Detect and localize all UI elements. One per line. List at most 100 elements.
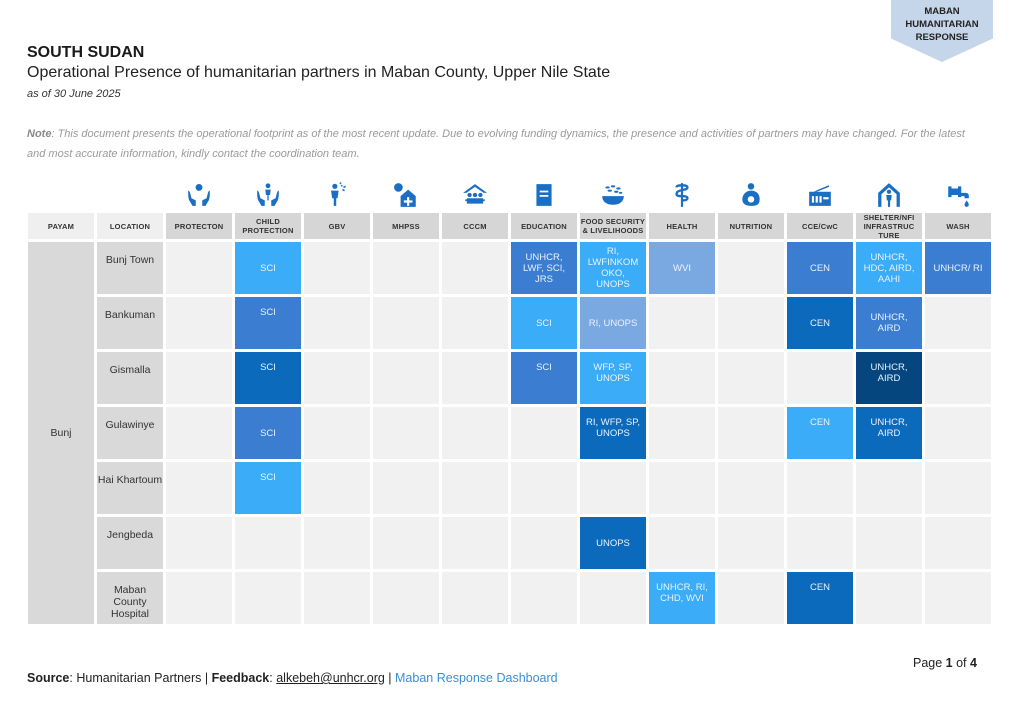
empty-cell (925, 462, 991, 514)
sector-header: GBV (304, 213, 370, 239)
partner-cell: SCI (235, 352, 301, 404)
partner-cell: UNOPS (580, 517, 646, 569)
partner-cell: RI, LWFINKOM OKO, UNOPS (580, 242, 646, 294)
page-current: 1 (945, 656, 953, 670)
badge-line: HUMANITARIAN (905, 19, 979, 30)
partner-cell: UNHCR, HDC, AIRD, AAHI (856, 242, 922, 294)
shelter-icon (856, 178, 922, 212)
page-number: Page 1 of 4 (913, 656, 977, 670)
footer-source: Source: Humanitarian Partners | Feedback… (27, 671, 558, 685)
empty-cell (442, 297, 508, 349)
empty-cell (442, 352, 508, 404)
payam-column-header: PAYAM (28, 213, 94, 239)
mhpss-icon (373, 178, 439, 212)
partner-cell: RI, UNOPS (580, 297, 646, 349)
empty-cell (166, 242, 232, 294)
empty-cell (442, 572, 508, 624)
empty-cell (373, 352, 439, 404)
empty-cell (304, 352, 370, 404)
empty-cell (166, 462, 232, 514)
badge-line: RESPONSE (915, 32, 969, 43)
partner-cell: UNHCR, RI, CHD, WVI (649, 572, 715, 624)
partner-cell: CEN (787, 242, 853, 294)
empty-cell (373, 462, 439, 514)
empty-cell (304, 297, 370, 349)
cccm-icon (442, 178, 508, 212)
empty-cell (649, 462, 715, 514)
water-tap-icon (925, 178, 991, 212)
health-icon (649, 178, 715, 212)
partner-cell: SCI (235, 242, 301, 294)
empty-cell (787, 462, 853, 514)
sector-header: PROTECTON (166, 213, 232, 239)
sector-header: WASH (925, 213, 991, 239)
partner-cell: UNHCR, AIRD (856, 352, 922, 404)
empty-cell (166, 572, 232, 624)
empty-cell (511, 572, 577, 624)
feedback-sep: : (269, 671, 277, 685)
empty-cell (787, 352, 853, 404)
partner-cell: UNHCR, LWF, SCI, JRS (511, 242, 577, 294)
badge-line: MABAN (924, 6, 960, 17)
location-cell: Gismalla (97, 352, 163, 404)
as-of-date: as of 30 June 2025 (27, 88, 121, 100)
payam-cell: Bunj (28, 242, 94, 624)
empty-cell (304, 517, 370, 569)
empty-cell (718, 242, 784, 294)
dashboard-link[interactable]: Maban Response Dashboard (395, 671, 558, 685)
sector-header: MHPSS (373, 213, 439, 239)
location-cell: Bunj Town (97, 242, 163, 294)
empty-cell (580, 572, 646, 624)
empty-cell (649, 352, 715, 404)
page-total: 4 (970, 656, 977, 670)
sector-header: HEALTH (649, 213, 715, 239)
location-cell: Bankuman (97, 297, 163, 349)
location-cell: Hai Khartoum (97, 462, 163, 514)
partner-cell: UNHCR, AIRD (856, 407, 922, 459)
note-paragraph: Note: This document presents the operati… (27, 124, 967, 164)
empty-cell (649, 297, 715, 349)
feedback-label: Feedback (211, 671, 270, 685)
footer-pipe: | (384, 671, 396, 685)
empty-cell (373, 517, 439, 569)
empty-cell (304, 242, 370, 294)
page-prefix: Page (913, 656, 946, 670)
empty-cell (166, 517, 232, 569)
empty-cell (511, 462, 577, 514)
gbv-icon (304, 178, 370, 212)
empty-cell (718, 517, 784, 569)
sector-header: CHILD PROTECTION (235, 213, 301, 239)
empty-cell (442, 407, 508, 459)
location-column-header: LOCATION (97, 213, 163, 239)
empty-cell (856, 517, 922, 569)
location-cell: Gulawinye (97, 407, 163, 459)
note-text: : This document presents the operational… (27, 128, 965, 160)
page-of: of (952, 656, 970, 670)
partner-cell: CEN (787, 572, 853, 624)
note-label: Note (27, 128, 52, 140)
feedback-email-link[interactable]: alkebeh@unhcr.org (276, 671, 385, 685)
sector-header: EDUCATION (511, 213, 577, 239)
empty-cell (925, 407, 991, 459)
location-cell: Jengbeda (97, 517, 163, 569)
partner-cell: SCI (235, 462, 301, 514)
empty-cell (442, 517, 508, 569)
empty-cell (649, 407, 715, 459)
empty-cell (925, 352, 991, 404)
protection-icon (166, 178, 232, 212)
empty-cell (925, 572, 991, 624)
empty-cell (787, 517, 853, 569)
sector-header: FOOD SECURITY & LIVELIHOODS (580, 213, 646, 239)
empty-cell (925, 297, 991, 349)
source-text: : Humanitarian Partners | (69, 671, 212, 685)
page-subtitle: Operational Presence of humanitarian par… (27, 64, 611, 81)
empty-cell (442, 242, 508, 294)
empty-cell (649, 517, 715, 569)
sector-header: CCCM (442, 213, 508, 239)
partner-cell: CEN (787, 407, 853, 459)
partner-cell: UNHCR/ RI (925, 242, 991, 294)
partner-cell: RI, WFP, SP, UNOPS (580, 407, 646, 459)
education-icon (511, 178, 577, 212)
sector-header: NUTRITION (718, 213, 784, 239)
radio-icon (787, 178, 853, 212)
